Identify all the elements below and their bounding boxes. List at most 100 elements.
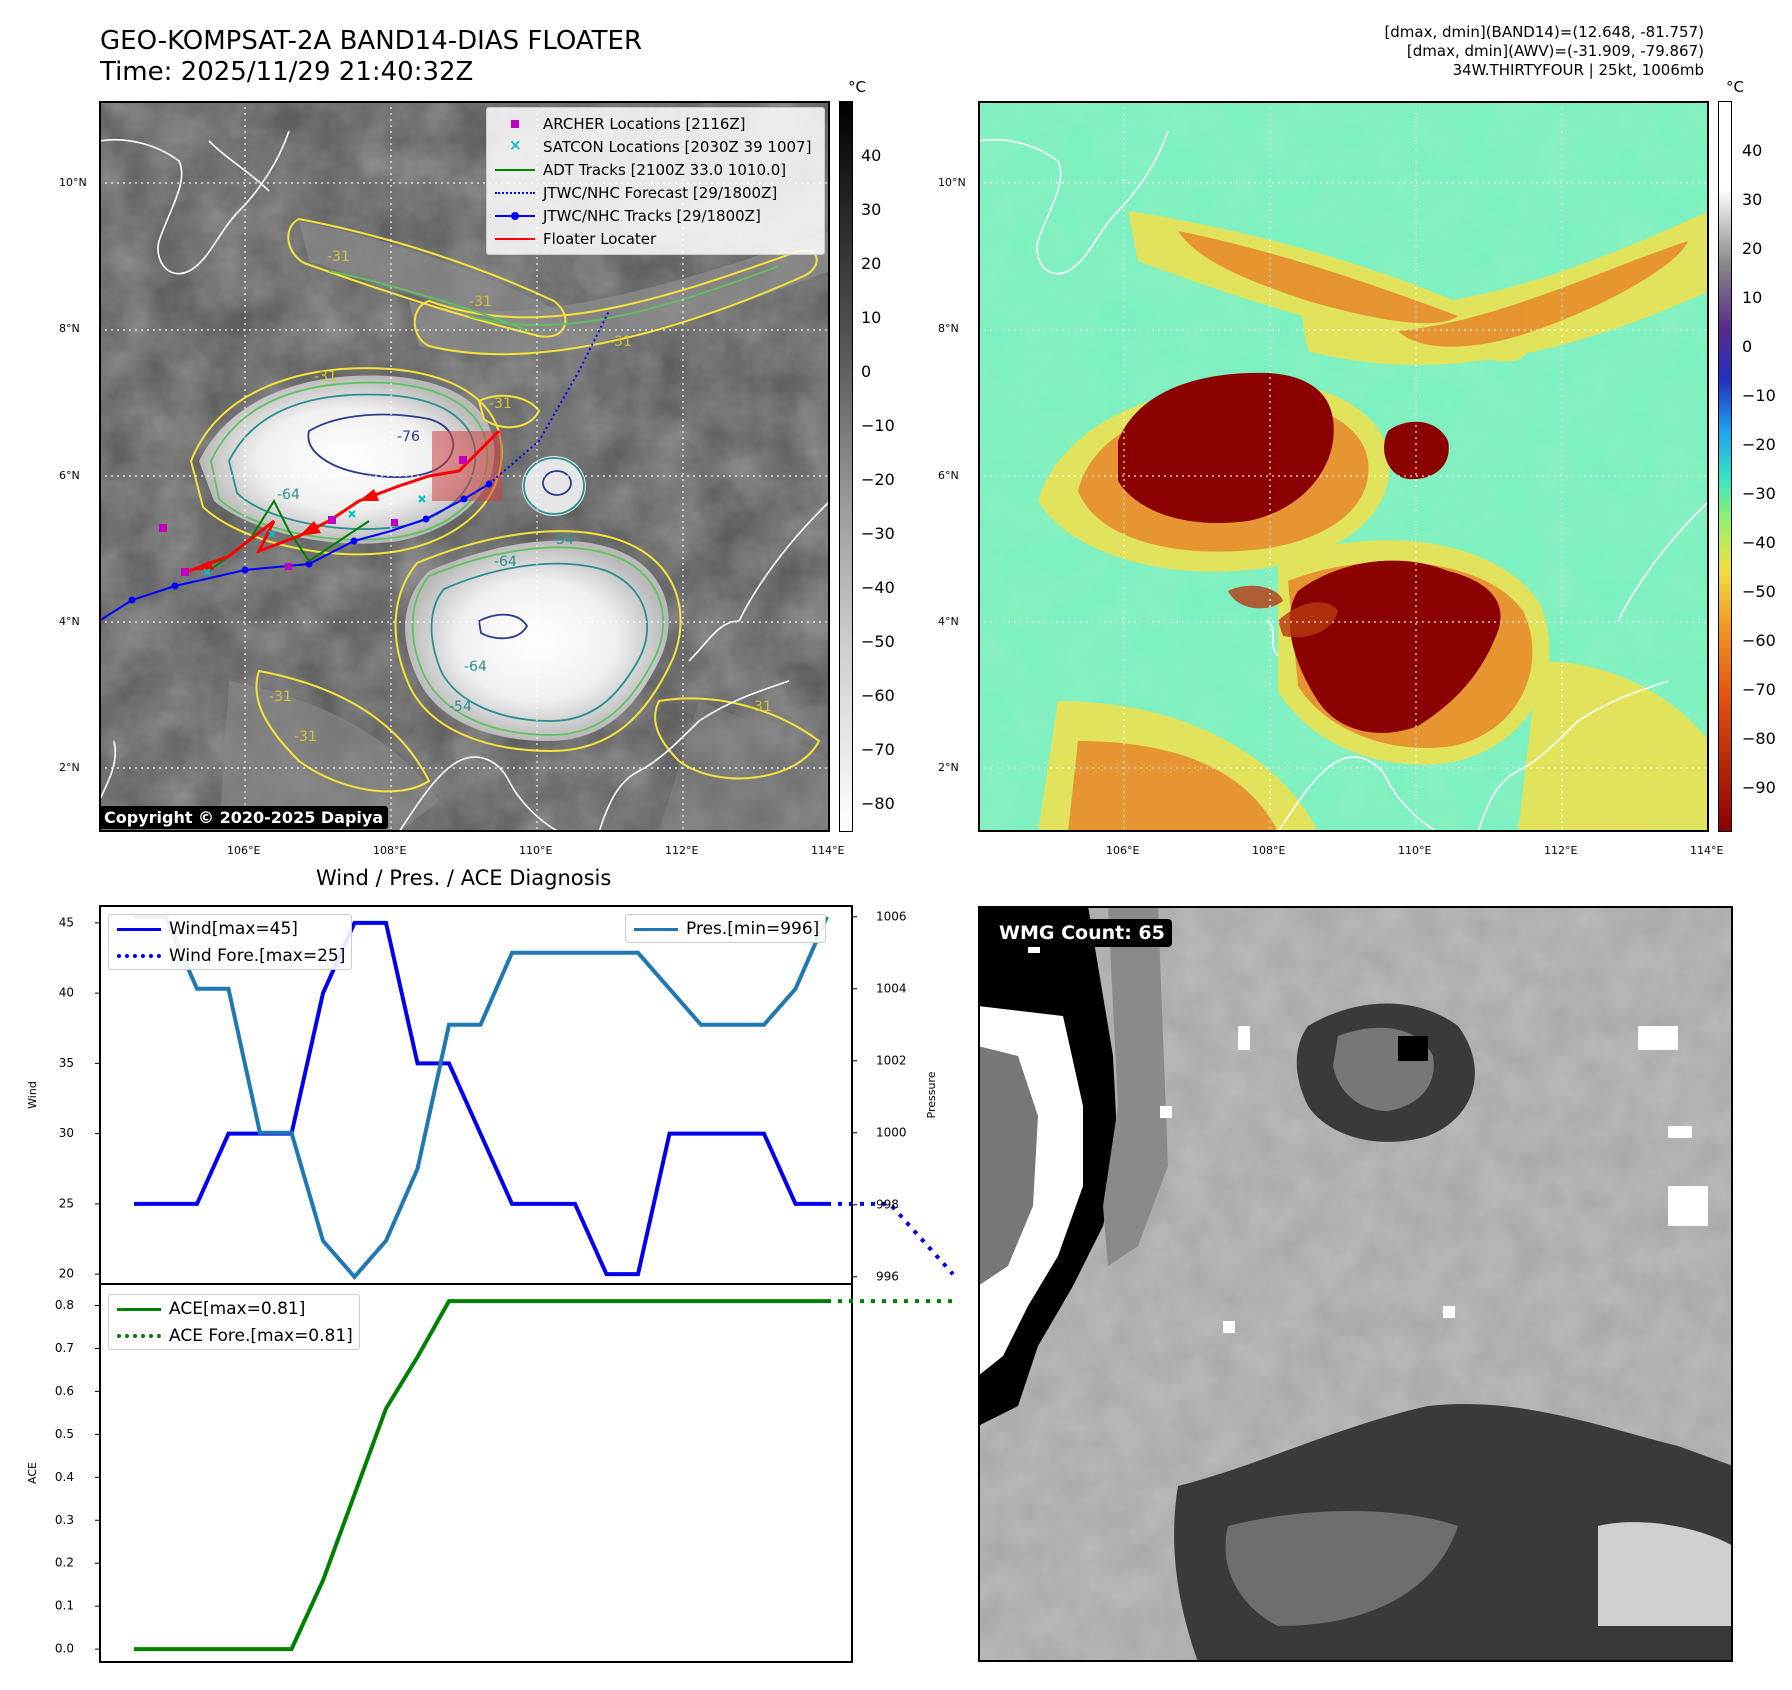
info-line-2: [dmax, dmin](AWV)=(-31.909, -79.867) bbox=[1406, 42, 1704, 60]
square-marker-icon bbox=[495, 117, 535, 131]
dotted-line-icon bbox=[117, 953, 161, 959]
legend-label: Pres.[min=996] bbox=[686, 918, 820, 939]
wind-tick-label: 35 bbox=[59, 1056, 74, 1070]
ace-tick-label: 0.2 bbox=[55, 1556, 74, 1570]
ace-tick-label: 0.7 bbox=[55, 1341, 74, 1355]
lon-label: 110°E bbox=[519, 844, 553, 857]
colorbar-tick: −20 bbox=[1742, 435, 1776, 454]
contour-label: -31 bbox=[269, 689, 292, 705]
legend-label: SATCON Locations [2030Z 39 1007] bbox=[543, 137, 812, 156]
lon-label: 106°E bbox=[227, 844, 261, 857]
lat-label: 6°N bbox=[59, 469, 80, 482]
wmg-frame bbox=[978, 906, 1733, 1662]
colorbar-unit: °C bbox=[1726, 78, 1744, 96]
pressure-axis-label: Pressure bbox=[925, 1071, 938, 1118]
legend-item-floater: Floater Locater bbox=[487, 227, 824, 250]
colorbar-tick: −10 bbox=[861, 416, 895, 435]
contour-label: -31 bbox=[469, 294, 492, 310]
colorbar-tick: −40 bbox=[1742, 533, 1776, 552]
contour-label: -54 bbox=[449, 699, 472, 715]
line-icon bbox=[495, 163, 535, 177]
legend-label: ACE Fore.[max=0.81] bbox=[169, 1325, 353, 1346]
contour-label: -31 bbox=[749, 699, 772, 715]
ace-tick-label: 0.6 bbox=[55, 1384, 74, 1398]
wmg-count-badge: WMG Count: 65 bbox=[992, 919, 1172, 947]
lat-label: 2°N bbox=[59, 761, 80, 774]
colorbar-tick: −30 bbox=[861, 524, 895, 543]
colorbar-tick: −20 bbox=[861, 470, 895, 489]
ace-axes-frame bbox=[99, 1283, 853, 1663]
colorbar-tick: −60 bbox=[1742, 631, 1776, 650]
copyright-badge: Copyright © 2020-2025 Dapiya bbox=[99, 806, 389, 829]
colorbar-tick: −80 bbox=[861, 794, 895, 813]
legend-label: Wind[max=45] bbox=[169, 918, 298, 939]
series-line-0 bbox=[134, 920, 827, 1277]
lat-label: 6°N bbox=[938, 469, 959, 482]
lat-label: 2°N bbox=[938, 761, 959, 774]
colorbar-tick: 20 bbox=[1742, 239, 1763, 258]
colorbar-tick: −50 bbox=[1742, 582, 1776, 601]
contour-label: -64 bbox=[494, 554, 517, 570]
wind-tick-label: 45 bbox=[59, 915, 74, 929]
colorbar-tick: 20 bbox=[861, 254, 882, 273]
awv-map-panel bbox=[977, 101, 1710, 833]
ace-tick-label: 0.1 bbox=[55, 1599, 74, 1613]
wind-axis-label: Wind bbox=[26, 1081, 39, 1109]
pressure-tick-label: 998 bbox=[876, 1197, 899, 1211]
colorbar-tick: −10 bbox=[1742, 386, 1776, 405]
ir-map-frame bbox=[99, 101, 830, 832]
colorbar-tick: −90 bbox=[1742, 778, 1776, 797]
colorbar-tick: −60 bbox=[861, 686, 895, 705]
title-line-2: Time: 2025/11/29 21:40:32Z bbox=[100, 57, 474, 87]
legend-label: ADT Tracks [2100Z 33.0 1010.0] bbox=[543, 160, 787, 179]
colorbar-tick: −40 bbox=[861, 578, 895, 597]
colorbar-left bbox=[839, 101, 853, 832]
lat-label: 8°N bbox=[938, 322, 959, 335]
legend-item-adt: ADT Tracks [2100Z 33.0 1010.0] bbox=[487, 158, 824, 181]
contour-label: -31 bbox=[294, 729, 317, 745]
legend-item-pressure: Pres.[min=996] bbox=[626, 915, 825, 942]
colorbar-tick: −80 bbox=[1742, 729, 1776, 748]
wind-tick-label: 40 bbox=[59, 986, 74, 1000]
colorbar-right bbox=[1718, 101, 1732, 832]
legend-item-ace: ACE[max=0.81] bbox=[109, 1295, 359, 1322]
pressure-tick-label: 1002 bbox=[876, 1053, 907, 1067]
title-line-1: GEO-KOMPSAT-2A BAND14-DIAS FLOATER bbox=[100, 26, 643, 56]
legend-item-wind: Wind[max=45] bbox=[109, 915, 351, 942]
legend-label: ARCHER Locations [2116Z] bbox=[543, 114, 746, 133]
colorbar-tick: 0 bbox=[861, 362, 872, 381]
legend-item-wind-forecast: Wind Fore.[max=25] bbox=[109, 942, 351, 969]
lat-label: 4°N bbox=[59, 615, 80, 628]
lon-label: 114°E bbox=[1690, 844, 1724, 857]
colorbar-tick: 30 bbox=[1742, 190, 1763, 209]
legend-item-forecast: JTWC/NHC Forecast [29/1800Z] bbox=[487, 181, 824, 204]
lon-label: 112°E bbox=[665, 844, 699, 857]
line-icon bbox=[495, 232, 535, 246]
contour-label: -31 bbox=[327, 249, 350, 265]
colorbar-unit: °C bbox=[848, 78, 866, 96]
ace-tick-label: 0.8 bbox=[55, 1298, 74, 1312]
ir-map-panel: -31 -31 -31 -31 -31 -76 -64 -64 -54 -64 … bbox=[98, 101, 831, 833]
colorbar-tick: 10 bbox=[861, 308, 882, 327]
lat-label: 10°N bbox=[59, 176, 87, 189]
lat-label: 8°N bbox=[59, 322, 80, 335]
wmg-image bbox=[978, 906, 1733, 1662]
colorbar-tick: 30 bbox=[861, 200, 882, 219]
lon-label: 114°E bbox=[811, 844, 845, 857]
diagnosis-chart: 45 40 35 30 25 20 1006 1004 1002 1000 998 996 0.8 0.7… bbox=[26, 905, 955, 1663]
legend-label: Wind Fore.[max=25] bbox=[169, 945, 346, 966]
pressure-tick-label: 1004 bbox=[876, 981, 907, 995]
pressure-tick-label: 1006 bbox=[876, 909, 907, 923]
wind-tick-label: 30 bbox=[59, 1126, 74, 1140]
lon-label: 108°E bbox=[373, 844, 407, 857]
dotted-line-icon bbox=[117, 1333, 161, 1339]
line-icon bbox=[117, 926, 161, 932]
awv-map-image bbox=[977, 101, 1710, 833]
legend-label: ACE[max=0.81] bbox=[169, 1298, 306, 1319]
pressure-tick-label: 1000 bbox=[876, 1125, 907, 1139]
lon-label: 112°E bbox=[1544, 844, 1578, 857]
colorbar-tick: 10 bbox=[1742, 288, 1763, 307]
wind-tick-label: 20 bbox=[59, 1267, 74, 1281]
legend-label: Floater Locater bbox=[543, 229, 657, 248]
info-line-3: 34W.THIRTYFOUR | 25kt, 1006mb bbox=[1452, 61, 1704, 79]
